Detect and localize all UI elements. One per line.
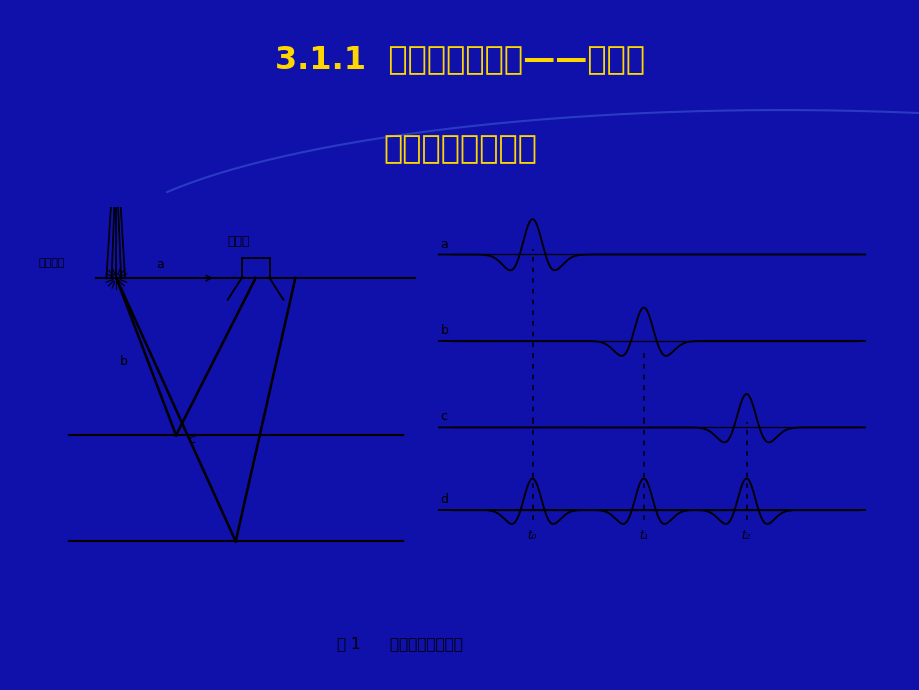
Text: c: c <box>440 411 447 424</box>
Bar <box>242 259 269 278</box>
Text: t₁: t₁ <box>639 529 648 542</box>
Text: 生短促的脉冲信号: 生短促的脉冲信号 <box>382 135 537 166</box>
Text: t₂: t₂ <box>741 529 751 542</box>
Text: c: c <box>187 433 195 446</box>
Text: 检波器: 检波器 <box>228 235 250 248</box>
Text: d: d <box>440 493 448 506</box>
Text: a: a <box>156 258 164 271</box>
Text: 3.1.1  冲击型震源特点——激发产: 3.1.1 冲击型震源特点——激发产 <box>275 45 644 75</box>
Text: 图 1      冲激震源反射记录: 图 1 冲激震源反射记录 <box>336 636 462 651</box>
Text: 冲激震源: 冲激震源 <box>39 258 65 268</box>
Text: b: b <box>440 324 448 337</box>
Text: t₀: t₀ <box>528 529 537 542</box>
Text: a: a <box>440 237 448 250</box>
Text: b: b <box>120 355 128 368</box>
